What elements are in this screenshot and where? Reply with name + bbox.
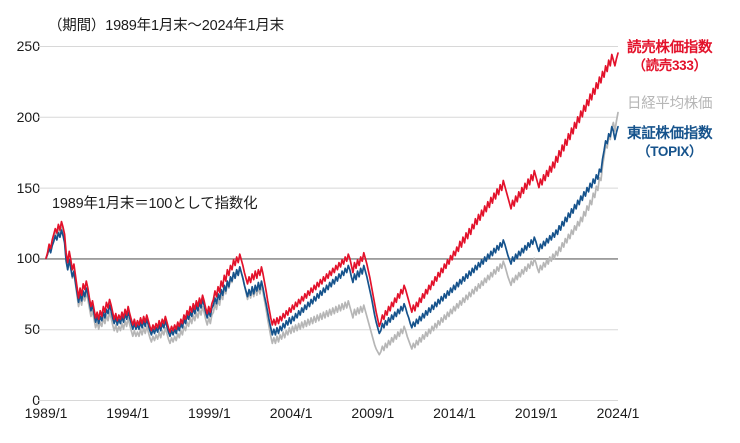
legend-label-nikkei: 日経平均株価 [627,96,713,112]
series-line [45,111,619,356]
series-line [45,125,619,338]
gridlines [38,46,618,401]
legend-sublabel-yomiuri: （読売333） [632,57,707,73]
y-axis-tick-label: 0 [32,392,40,408]
y-axis-labels: 0 50 100 150 200 250 [0,0,40,443]
legend-item-nikkei: 日経平均株価 [627,96,713,114]
y-axis-tick-label: 200 [16,108,40,125]
x-axis-tick-label: 1999/1 [188,405,231,421]
x-axis-tick-label: 2014/1 [433,405,476,421]
period-label: （期間）1989年1月末〜2024年1月末 [48,18,284,34]
series-lines [45,52,619,356]
x-axis-tick-label: 1989/1 [24,405,68,421]
x-axis-tick-label: 2004/1 [269,405,313,421]
x-axis-tick-label: 2009/1 [351,405,395,421]
y-axis-tick-label: 150 [16,179,40,196]
x-axis-tick-label: 2024/1 [596,405,640,421]
legend-item-yomiuri: 読売株価指数 （読売333） [627,38,713,74]
x-axis-tick-label: 2019/1 [514,405,558,421]
legend-label-topix: 東証株価指数 [627,126,713,142]
series-line [45,52,619,333]
legend-item-topix: 東証株価指数 （TOPIX） [627,124,713,160]
legend-sublabel-topix: （TOPIX） [637,143,703,159]
y-axis-tick-label: 50 [24,321,40,338]
y-axis-tick-label: 250 [16,38,40,54]
x-axis-tick-label: 1994/1 [106,405,150,421]
index-base-annotation: 1989年1月末＝100として指数化 [52,196,258,212]
legend-label-yomiuri: 読売株価指数 [627,40,713,56]
y-axis-tick-label: 100 [16,250,40,267]
